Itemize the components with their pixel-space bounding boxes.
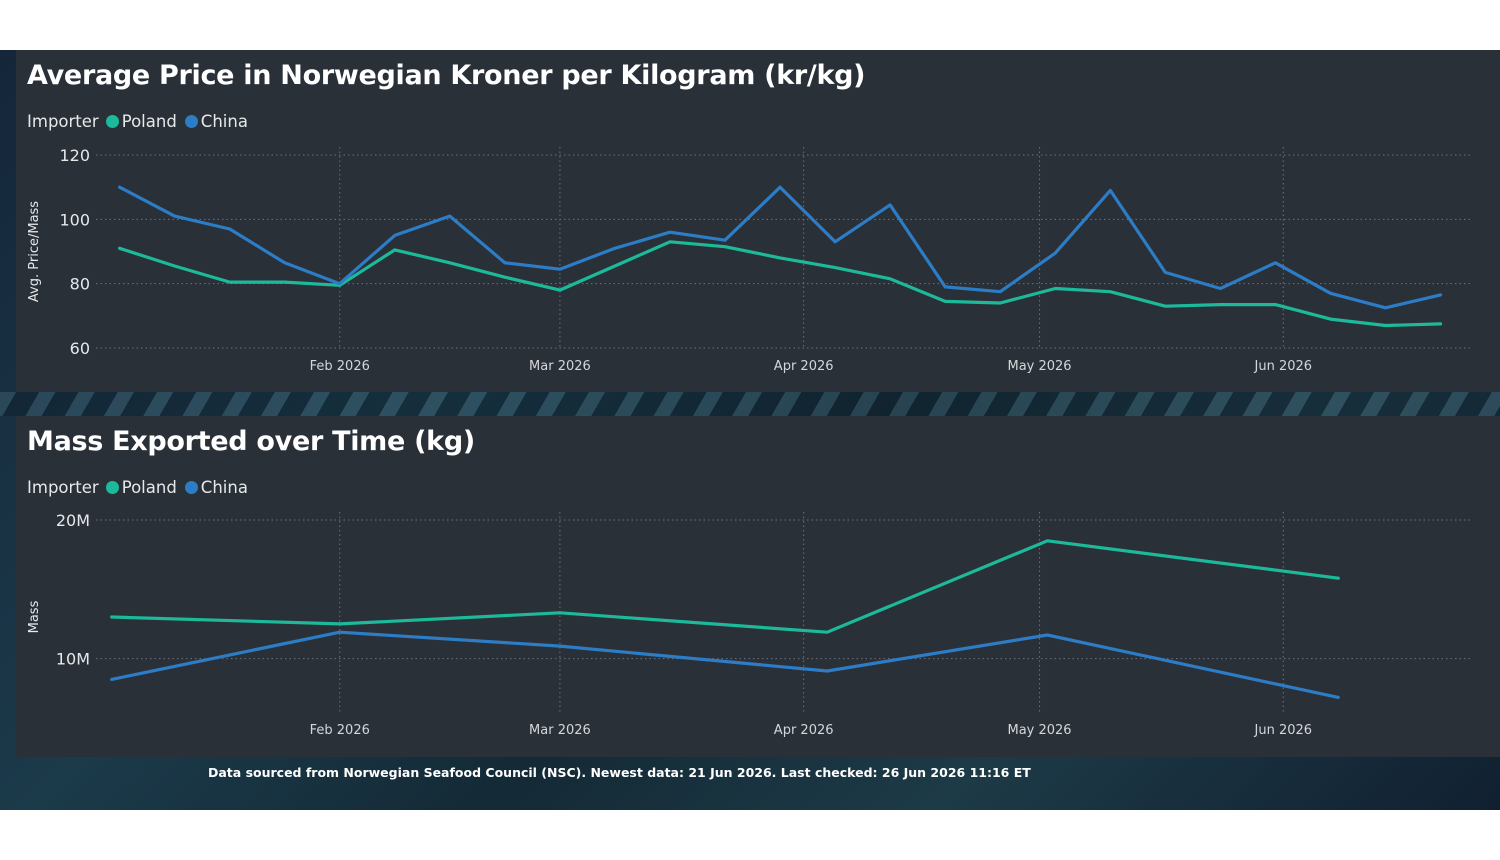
y-tick-label: 80 xyxy=(70,275,90,294)
price-chart-legend: Importer Poland China xyxy=(27,112,256,131)
y-axis-label: Mass xyxy=(27,600,42,633)
legend-title: Importer xyxy=(27,478,99,497)
x-tick-label: May 2026 xyxy=(1007,359,1071,374)
x-tick-label: May 2026 xyxy=(1007,723,1071,738)
legend-marker-poland xyxy=(105,115,119,128)
y-tick-label: 20M xyxy=(56,511,90,530)
x-tick-label: Apr 2026 xyxy=(774,359,834,374)
series-line-china[interactable] xyxy=(110,630,1340,699)
legend-item-china[interactable]: China xyxy=(184,478,248,497)
y-tick-label: 60 xyxy=(70,339,90,358)
series-line-poland[interactable] xyxy=(117,240,1443,328)
series-line-china[interactable] xyxy=(117,185,1443,310)
series-line-poland[interactable] xyxy=(110,539,1340,634)
x-tick-label: Mar 2026 xyxy=(529,359,591,374)
legend-marker-china xyxy=(184,481,198,494)
mass-chart-legend: Importer Poland China xyxy=(27,478,256,497)
legend-marker-poland xyxy=(105,481,119,494)
y-axis-label: Avg. Price/Mass xyxy=(27,201,42,302)
legend-item-poland[interactable]: Poland xyxy=(105,478,177,497)
legend-label-poland: Poland xyxy=(121,478,177,497)
price-chart-title: Average Price in Norwegian Kroner per Ki… xyxy=(27,60,866,91)
price-chart-panel: Average Price in Norwegian Kroner per Ki… xyxy=(16,50,1500,392)
legend-marker-china xyxy=(184,115,198,128)
legend-title: Importer xyxy=(27,112,99,131)
mass-chart-title: Mass Exported over Time (kg) xyxy=(27,426,475,457)
legend-label-china: China xyxy=(200,112,248,131)
price-line-chart: 60 80 100 120 Feb 2026 Mar 2026 Apr 2026 May 20… xyxy=(27,146,1472,374)
legend-label-poland: Poland xyxy=(121,112,177,131)
y-tick-label: 10M xyxy=(56,650,90,669)
x-tick-label: Apr 2026 xyxy=(774,723,834,738)
y-tick-label: 120 xyxy=(59,146,90,165)
legend-item-china[interactable]: China xyxy=(184,112,248,131)
mass-line-chart: 10M 20M Feb 2026 Mar 2026 Apr 2026 May 2026 Ju… xyxy=(27,511,1472,738)
legend-label-china: China xyxy=(200,478,248,497)
legend-item-poland[interactable]: Poland xyxy=(105,112,177,131)
x-tick-label: Feb 2026 xyxy=(310,359,370,374)
mass-chart-panel: Mass Exported over Time (kg) Importer Po… xyxy=(16,416,1500,757)
x-tick-label: Jun 2026 xyxy=(1254,723,1313,738)
data-source-note: Data sourced from Norwegian Seafood Coun… xyxy=(208,765,1031,780)
x-tick-label: Feb 2026 xyxy=(310,723,370,738)
y-tick-label: 100 xyxy=(59,210,90,229)
x-tick-label: Mar 2026 xyxy=(529,723,591,738)
x-tick-label: Jun 2026 xyxy=(1254,359,1313,374)
